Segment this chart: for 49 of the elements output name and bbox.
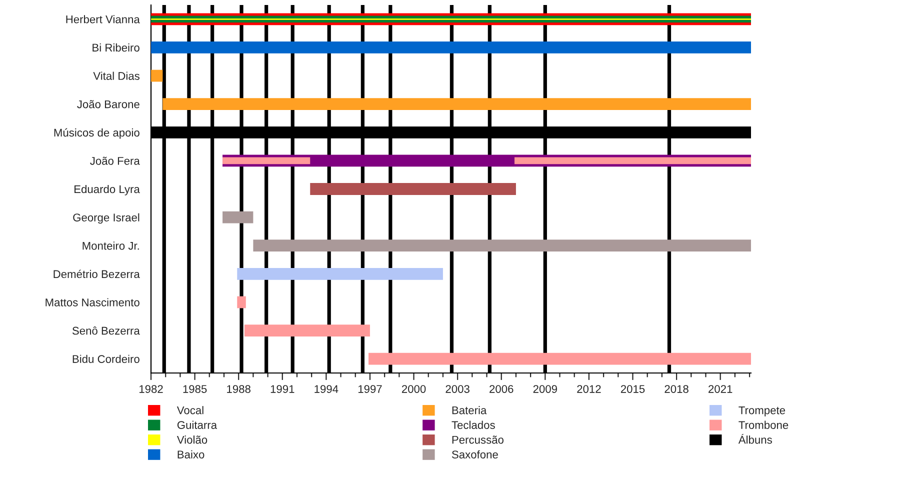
- x-tick-label: 1991: [270, 385, 294, 393]
- y-tick-label: George Israel: [73, 213, 140, 224]
- y-tick-label: João Fera: [90, 156, 140, 165]
- legend-label: Percussão: [452, 436, 504, 444]
- y-tick-label: Mattos Nascimento: [46, 298, 140, 306]
- bar: [237, 296, 246, 308]
- bar: [310, 183, 516, 195]
- y-tick-label: Senô Bezerra: [72, 326, 140, 335]
- legend-label: Guitarra: [177, 420, 218, 429]
- y-tick-label: Herbert Vianna: [66, 15, 140, 24]
- y-tick-label: Bi Ribeiro: [92, 43, 140, 52]
- legend-label: Saxofone: [452, 450, 498, 458]
- x-tick-label: 2015: [620, 385, 645, 393]
- y-tick-label: Vital Dias: [93, 72, 140, 80]
- x-tick-label: 1982: [139, 385, 163, 393]
- bar: [151, 42, 751, 54]
- x-tick-label: 1988: [227, 385, 250, 393]
- legend-label: Trompete: [738, 406, 786, 416]
- legend-label: Trombone: [738, 420, 788, 429]
- bar: [244, 324, 370, 336]
- legend-label: Vocal: [176, 406, 204, 414]
- legend-label: Teclados: [452, 420, 495, 429]
- y-tick-label: Demétrio Bezerra: [54, 270, 140, 278]
- legend-label: Álbuns: [738, 434, 772, 444]
- legend-label: Bateria: [452, 406, 487, 414]
- y-tick-label: Eduardo Lyra: [74, 184, 140, 196]
- x-tick-label: 2000: [402, 385, 426, 393]
- bar: [151, 70, 163, 82]
- legend-label: Violão: [176, 436, 208, 444]
- x-tick-label: 1985: [183, 385, 207, 393]
- y-tick-label: Monteiro Jr.: [82, 242, 139, 250]
- bar: [253, 240, 751, 252]
- y-tick-label: Bidu Cordeiro: [72, 354, 140, 363]
- x-tick-label: 2021: [708, 385, 732, 393]
- x-tick-label: 2003: [446, 385, 470, 393]
- legend-label: Baixo: [178, 450, 204, 458]
- bar: [222, 211, 254, 224]
- y-tick-label: João Barone: [77, 100, 140, 108]
- x-tick-label: 2018: [664, 385, 688, 393]
- x-tick-label: 2012: [577, 385, 601, 393]
- x-tick-label: 2009: [533, 385, 557, 393]
- x-tick-label: 1994: [314, 385, 338, 393]
- y-tick-label: Músicos de apoio: [54, 128, 140, 139]
- x-tick-label: 2006: [490, 385, 514, 393]
- bar: [237, 268, 443, 280]
- bar: [162, 98, 751, 110]
- bar: [368, 352, 751, 365]
- x-tick-label: 1997: [358, 385, 382, 393]
- bar: [514, 157, 751, 164]
